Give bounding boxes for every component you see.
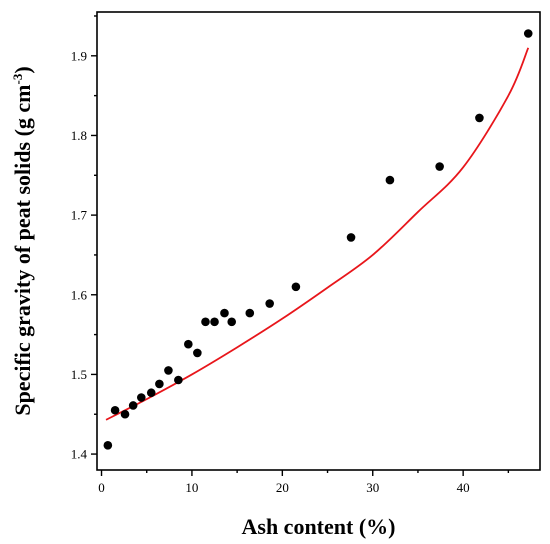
fit-curve-line (105, 47, 530, 421)
x-tick-label: 20 (276, 480, 289, 495)
y-tick-label: 1.8 (71, 128, 87, 143)
data-point (103, 441, 113, 450)
x-tick-label: 40 (457, 480, 470, 495)
data-point (137, 393, 146, 402)
ticks: 0 10 20 30 40 1.4 1.5 1.6 1.7 1.8 1.9 (71, 15, 510, 495)
data-point (523, 29, 533, 38)
data-point (435, 162, 444, 171)
data-point (220, 308, 229, 318)
x-tick-label: 30 (366, 480, 379, 495)
data-point (146, 388, 156, 398)
data-point (184, 339, 193, 349)
y-tick-label: 1.6 (71, 287, 88, 302)
axes (96, 11, 541, 471)
data-point (110, 405, 120, 415)
data-point (201, 317, 210, 327)
y-axis-title-superscript: -3 (10, 73, 25, 84)
data-point (265, 299, 274, 308)
data-point (155, 379, 164, 389)
y-axis-title-close: ) (10, 66, 35, 73)
y-axis-title-main: Specific gravity of peat solids (g cm (10, 85, 35, 416)
x-axis-title: Ash content (%) (242, 514, 396, 539)
data-point (475, 113, 484, 123)
data-point (291, 282, 301, 292)
data-point (385, 175, 395, 185)
y-axis-title: Specific gravity of peat solids (g cm-3) (10, 66, 35, 415)
data-point (346, 233, 356, 242)
data-point (174, 375, 183, 385)
fit-curve-group (105, 47, 530, 421)
data-points (103, 29, 533, 450)
data-point (120, 409, 130, 419)
data-point (164, 366, 173, 375)
x-tick-label: 0 (98, 480, 105, 495)
x-tick-label: 10 (185, 480, 198, 495)
data-point (227, 317, 237, 327)
y-tick-label: 1.4 (71, 447, 88, 462)
data-point (128, 401, 138, 410)
data-point (245, 308, 255, 318)
y-tick-label: 1.5 (71, 367, 87, 382)
data-point (193, 348, 202, 358)
plot-frame (96, 11, 541, 471)
y-tick-label: 1.9 (71, 48, 87, 63)
data-point (210, 317, 219, 327)
y-tick-label: 1.7 (71, 208, 88, 223)
